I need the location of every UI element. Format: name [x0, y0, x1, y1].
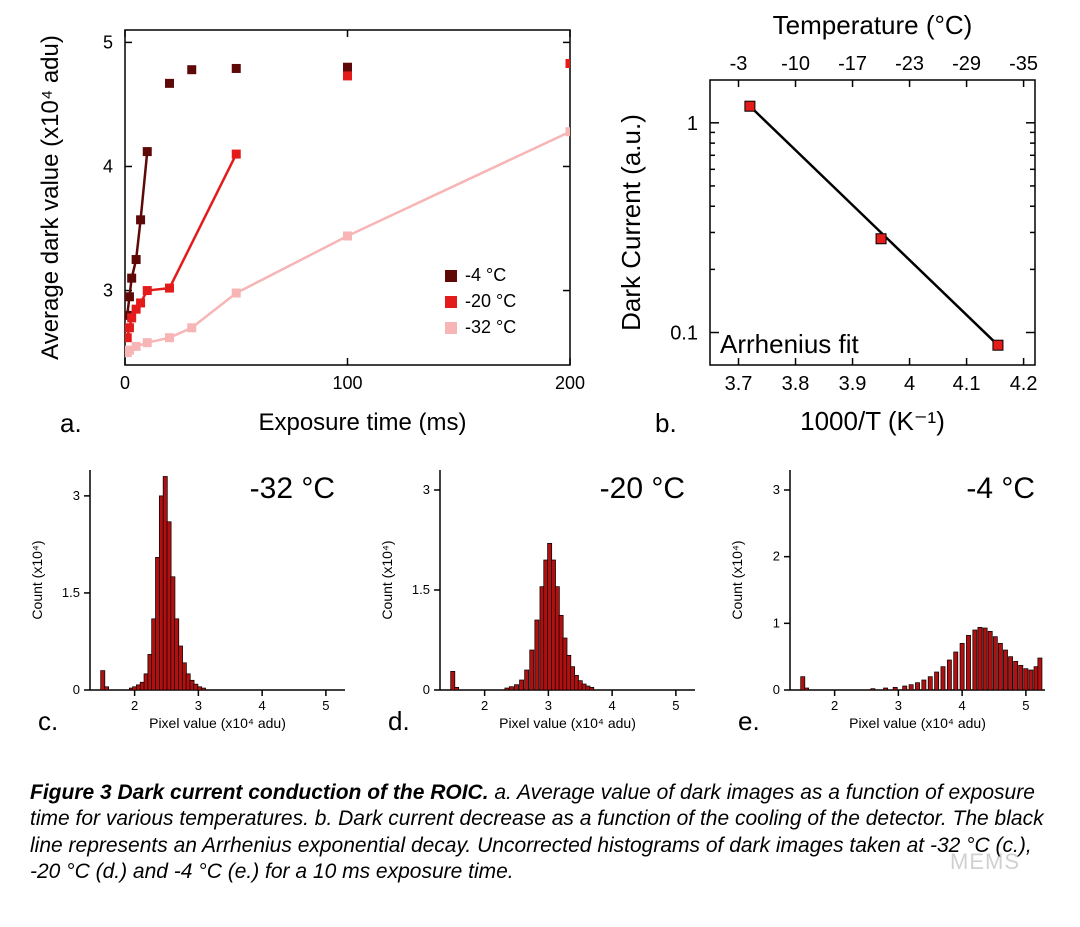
panel-b: 3.7 3.8 3.9 4 4.1 4.2 -3 -10 -17 -23 -29 -35 0.1 1 100… — [600, 10, 1060, 450]
svg-text:-29: -29 — [952, 53, 981, 75]
svg-text:4: 4 — [959, 698, 966, 713]
svg-text:Exposure time (ms): Exposure time (ms) — [258, 409, 466, 436]
svg-text:1.5: 1.5 — [62, 585, 80, 600]
svg-text:4: 4 — [259, 698, 266, 713]
svg-text:5: 5 — [322, 698, 329, 713]
svg-text:Count (x10⁴): Count (x10⁴) — [729, 540, 745, 619]
svg-text:0.1: 0.1 — [670, 323, 698, 345]
svg-text:Temperature (°C): Temperature (°C) — [773, 10, 973, 40]
panel-a: 0 100 200 3 4 5 Exposure time (ms) Average dark… — [20, 10, 600, 450]
svg-text:3: 3 — [103, 281, 113, 301]
panel-a-svg: 0 100 200 3 4 5 Exposure time (ms) Average dark… — [20, 10, 600, 450]
svg-text:5: 5 — [672, 698, 679, 713]
svg-text:-23: -23 — [895, 53, 924, 75]
svg-text:-35: -35 — [1009, 53, 1038, 75]
panel-d-svg: 2 3 4 5 0 1.5 3 Pixel value (x10⁴ adu) Count (x1… — [370, 450, 710, 750]
svg-text:Pixel value (x10⁴ adu): Pixel value (x10⁴ adu) — [499, 715, 636, 731]
svg-text:3: 3 — [545, 698, 552, 713]
svg-text:4: 4 — [103, 156, 113, 176]
panel-e: 2 3 4 5 0 1 2 3 Pixel value (x10⁴ adu) Count (x10… — [720, 450, 1060, 750]
svg-text:3: 3 — [195, 698, 202, 713]
svg-text:4: 4 — [904, 373, 915, 395]
svg-text:2: 2 — [131, 698, 138, 713]
svg-text:0: 0 — [73, 682, 80, 697]
svg-text:3.7: 3.7 — [725, 373, 753, 395]
svg-text:1.5: 1.5 — [412, 582, 430, 597]
svg-text:100: 100 — [332, 373, 362, 393]
svg-text:3.9: 3.9 — [839, 373, 867, 395]
svg-text:d.: d. — [388, 706, 410, 736]
svg-text:1000/T (K⁻¹): 1000/T (K⁻¹) — [800, 406, 945, 436]
svg-text:a.: a. — [60, 408, 82, 438]
svg-text:200: 200 — [555, 373, 585, 393]
svg-text:3.8: 3.8 — [782, 373, 810, 395]
svg-text:2: 2 — [481, 698, 488, 713]
svg-text:4: 4 — [609, 698, 616, 713]
watermark: MEMS — [950, 848, 1020, 876]
svg-text:4.2: 4.2 — [1010, 373, 1038, 395]
svg-text:3: 3 — [73, 488, 80, 503]
svg-text:Count (x10⁴): Count (x10⁴) — [379, 540, 395, 619]
figure-container: 0100200345Exposure time (ms)Average dark… — [0, 0, 1080, 905]
svg-text:Pixel value (x10⁴ adu): Pixel value (x10⁴ adu) — [149, 715, 286, 731]
panel-e-svg: 2 3 4 5 0 1 2 3 Pixel value (x10⁴ adu) Count (x10… — [720, 450, 1060, 750]
bottom-row: 2 3 4 5 0 1.5 3 Pixel value (x10⁴ adu) Count (x1… — [0, 450, 1080, 750]
svg-text:-3: -3 — [730, 53, 748, 75]
svg-text:Arrhenius fit: Arrhenius fit — [720, 329, 859, 359]
svg-text:5: 5 — [1022, 698, 1029, 713]
svg-text:Dark Current (a.u.): Dark Current (a.u.) — [616, 114, 646, 331]
svg-text:-4 °C: -4 °C — [465, 265, 506, 285]
svg-text:1: 1 — [773, 615, 780, 630]
svg-text:-32 °C: -32 °C — [250, 472, 335, 505]
svg-text:-20 °C: -20 °C — [600, 472, 685, 505]
panel-c-svg: 2 3 4 5 0 1.5 3 Pixel value (x10⁴ adu) Count (x1… — [20, 450, 360, 750]
svg-text:-32 °C: -32 °C — [465, 317, 516, 337]
svg-text:Average dark value (x10⁴ adu): Average dark value (x10⁴ adu) — [37, 35, 64, 360]
svg-text:3: 3 — [423, 482, 430, 497]
svg-text:-20 °C: -20 °C — [465, 291, 516, 311]
figure-caption: Figure 3 Dark current conduction of the … — [0, 750, 1080, 905]
svg-text:2: 2 — [831, 698, 838, 713]
svg-text:0: 0 — [423, 682, 430, 697]
svg-text:0: 0 — [773, 682, 780, 697]
svg-text:2: 2 — [773, 549, 780, 564]
svg-text:3: 3 — [895, 698, 902, 713]
svg-text:4.1: 4.1 — [953, 373, 981, 395]
svg-text:Pixel value (x10⁴ adu): Pixel value (x10⁴ adu) — [849, 715, 986, 731]
svg-text:1: 1 — [687, 113, 698, 135]
caption-title: Figure 3 Dark current conduction of the … — [30, 781, 489, 804]
svg-text:-4 °C: -4 °C — [966, 472, 1035, 505]
svg-text:-10: -10 — [781, 53, 810, 75]
svg-text:-17: -17 — [838, 53, 867, 75]
panel-d: 2 3 4 5 0 1.5 3 Pixel value (x10⁴ adu) Count (x1… — [370, 450, 710, 750]
svg-text:b.: b. — [655, 408, 677, 438]
svg-text:0: 0 — [120, 373, 130, 393]
panel-b-svg: 3.7 3.8 3.9 4 4.1 4.2 -3 -10 -17 -23 -29 -35 0.1 1 100… — [600, 10, 1060, 450]
svg-text:3: 3 — [773, 482, 780, 497]
svg-text:5: 5 — [103, 32, 113, 52]
svg-text:c.: c. — [38, 706, 58, 736]
top-row: 0 100 200 3 4 5 Exposure time (ms) Average dark… — [0, 0, 1080, 450]
svg-text:e.: e. — [738, 706, 760, 736]
panel-c: 2 3 4 5 0 1.5 3 Pixel value (x10⁴ adu) Count (x1… — [20, 450, 360, 750]
svg-text:Count (x10⁴): Count (x10⁴) — [29, 540, 45, 619]
